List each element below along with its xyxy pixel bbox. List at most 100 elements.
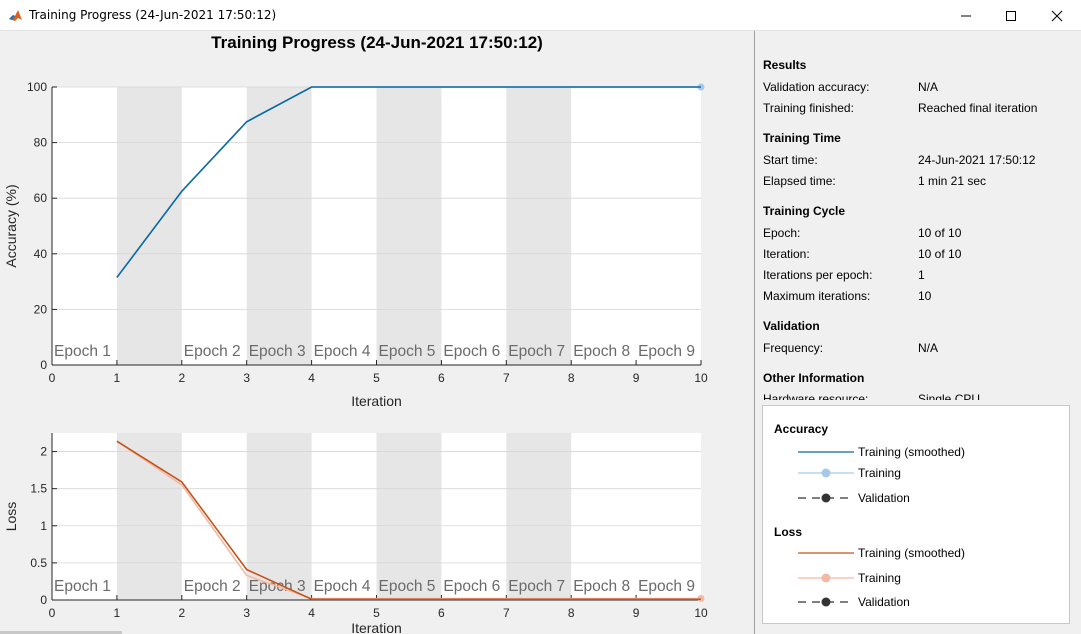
figure-title: Training Progress (24-Jun-2021 17:50:12) (211, 33, 543, 52)
legend-label: Training (858, 466, 901, 480)
epoch-label: Epoch 6 (443, 343, 500, 360)
x-axis-label: Iteration (351, 620, 402, 634)
info-key: Hardware resource: (763, 392, 869, 400)
info-key: Training finished: (763, 101, 854, 115)
legend-label: Training (smoothed) (858, 445, 965, 459)
y-tick-label: 2 (40, 445, 47, 459)
info-value: 10 of 10 (918, 247, 962, 261)
y-tick-label: 80 (34, 136, 48, 150)
info-value: N/A (918, 341, 939, 355)
y-tick-label: 20 (34, 302, 48, 316)
close-button[interactable] (1034, 0, 1080, 31)
x-tick-label: 1 (114, 371, 121, 385)
x-tick-label: 4 (308, 606, 315, 620)
training-info[interactable]: Results Validation accuracy: N/A Trainin… (763, 31, 1073, 400)
validation-heading: Validation (763, 319, 820, 333)
legend-swatch-accuracy-training (798, 468, 854, 478)
epoch-label: Epoch 3 (249, 343, 306, 360)
epoch-label: Epoch 7 (508, 343, 565, 360)
epoch-label: Epoch 9 (638, 343, 695, 360)
info-value: 1 (918, 268, 925, 282)
x-tick-label: 9 (633, 606, 640, 620)
minimize-icon (961, 15, 971, 17)
x-tick-label: 3 (243, 371, 250, 385)
legend-swatch-accuracy-validation (798, 493, 854, 503)
info-key: Validation accuracy: (763, 80, 870, 94)
epoch-band (116, 87, 182, 365)
epoch-label: Epoch 1 (54, 343, 111, 360)
legend-swatch-loss-smoothed (798, 552, 854, 554)
epoch-label: Epoch 6 (443, 578, 500, 595)
plot-legend: Accuracy Training (smoothed) Training Va… (762, 405, 1070, 624)
x-tick-label: 6 (438, 606, 445, 620)
series-line-smoothed (116, 440, 701, 601)
epoch-label: Epoch 1 (54, 578, 111, 595)
training-time-heading: Training Time (763, 131, 841, 145)
epoch-label: Epoch 4 (314, 578, 371, 595)
info-key: Iterations per epoch: (763, 268, 873, 282)
x-tick-label: 4 (308, 371, 315, 385)
loss-chart: Epoch 1 Epoch 2 Epoch 3 Epoch 4 Epoch 5 Epoch… (3, 433, 708, 634)
x-tick-label: 2 (178, 371, 185, 385)
training-cycle-heading: Training Cycle (763, 204, 846, 218)
epoch-label: Epoch 2 (184, 343, 241, 360)
legend-loss-heading: Loss (774, 525, 803, 539)
info-key: Start time: (763, 153, 818, 167)
epoch-label: Epoch 8 (573, 578, 630, 595)
x-tick-label: 5 (373, 371, 380, 385)
x-tick-label: 2 (178, 606, 185, 620)
y-tick-label: 1.5 (30, 482, 47, 496)
epoch-label: Epoch 5 (379, 343, 436, 360)
other-info-heading: Other Information (763, 371, 865, 385)
x-tick-label: 1 (114, 606, 121, 620)
x-tick-label: 0 (49, 606, 56, 620)
x-tick-label: 7 (503, 606, 510, 620)
training-charts: Epoch 1 Epoch 2 Epoch 3 Epoch 4 Epoch 5 Epoch… (3, 80, 708, 634)
legend-label: Validation (858, 491, 910, 505)
accuracy-chart: Epoch 1 Epoch 2 Epoch 3 Epoch 4 Epoch 5 Epoch… (3, 80, 708, 409)
x-tick-label: 10 (694, 606, 708, 620)
info-panel: Results Validation accuracy: N/A Trainin… (754, 31, 1081, 634)
y-tick-label: 0 (40, 593, 47, 607)
info-value: 24-Jun-2021 17:50:12 (918, 153, 1036, 167)
y-tick-label: 1 (40, 519, 47, 533)
epoch-band (246, 433, 312, 600)
x-axis-label: Iteration (351, 393, 402, 409)
info-key: Elapsed time: (763, 174, 836, 188)
epoch-band (116, 433, 182, 600)
x-tick-label: 8 (568, 606, 575, 620)
epoch-band (506, 87, 572, 365)
window-titlebar: Training Progress (24-Jun-2021 17:50:12) (0, 0, 1081, 31)
window-title: Training Progress (24-Jun-2021 17:50:12) (29, 8, 277, 22)
x-tick-label: 3 (243, 606, 250, 620)
x-tick-label: 8 (568, 371, 575, 385)
info-value: N/A (918, 80, 939, 94)
y-axis-label: Accuracy (%) (3, 184, 19, 267)
epoch-label: Epoch 4 (314, 343, 371, 360)
minimize-button[interactable] (943, 0, 989, 31)
epoch-label: Epoch 5 (379, 578, 436, 595)
y-tick-label: 0 (40, 358, 47, 372)
horizontal-scrollbar[interactable] (0, 631, 122, 634)
x-tick-label: 7 (503, 371, 510, 385)
maximize-button[interactable] (988, 0, 1034, 31)
plot-area: Training Progress (24-Jun-2021 17:50:12)… (0, 31, 754, 634)
x-tick-label: 9 (633, 371, 640, 385)
legend-label: Validation (858, 595, 910, 609)
epoch-label: Epoch 9 (638, 578, 695, 595)
legend-swatch-loss-training (798, 573, 854, 583)
maximize-icon (1006, 11, 1016, 21)
y-tick-label: 0.5 (30, 556, 47, 570)
epoch-band (376, 433, 442, 600)
matlab-icon (8, 8, 23, 23)
info-value: 10 of 10 (918, 226, 962, 240)
legend-swatch-accuracy-smoothed (798, 451, 854, 453)
epoch-label: Epoch 2 (184, 578, 241, 595)
info-value: Reached final iteration (918, 101, 1038, 115)
y-tick-label: 40 (34, 247, 48, 261)
legend-accuracy-heading: Accuracy (774, 422, 829, 436)
results-heading: Results (763, 58, 807, 72)
info-key: Frequency: (763, 341, 824, 355)
epoch-label: Epoch 7 (508, 578, 565, 595)
legend-label: Training (smoothed) (858, 546, 965, 560)
